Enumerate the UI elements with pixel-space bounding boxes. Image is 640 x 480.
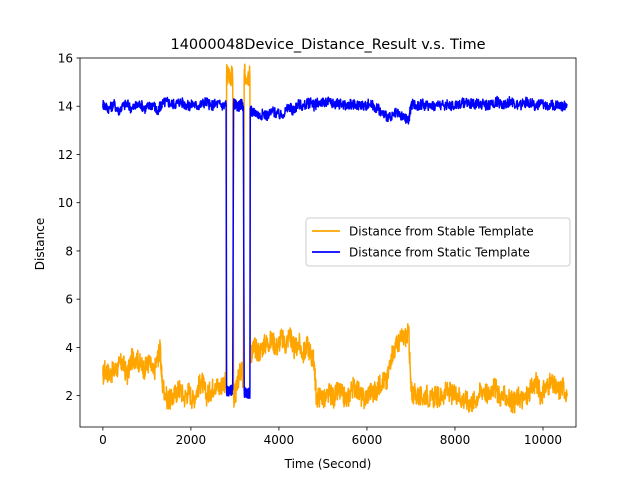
legend-box [305, 217, 571, 267]
chart-title: 14000048Device_Distance_Result v.s. Time [170, 37, 485, 53]
y-tick-label: 6 [65, 293, 73, 307]
legend-label-1: Distance from Stable Template [349, 225, 534, 239]
series-line-1 [102, 63, 568, 414]
x-axis-label: Time (Second) [284, 457, 372, 471]
y-tick-label: 14 [58, 100, 73, 114]
series-line-2 [102, 95, 568, 400]
y-axis-label: Distance [33, 218, 47, 270]
legend-label-2: Distance from Static Template [349, 246, 530, 260]
x-tick-label: 2000 [176, 433, 207, 447]
y-tick-label: 8 [65, 244, 73, 258]
x-tick-label: 8000 [440, 433, 471, 447]
y-tick-label: 12 [58, 148, 73, 162]
x-tick-label: 4000 [264, 433, 295, 447]
x-tick-label: 0 [99, 433, 107, 447]
y-tick-label: 10 [58, 196, 73, 210]
y-tick-label: 16 [58, 52, 73, 66]
x-tick-label: 6000 [352, 433, 383, 447]
x-tick-label: 10000 [524, 433, 562, 447]
y-tick-label: 4 [65, 341, 73, 355]
y-tick-label: 2 [65, 389, 73, 403]
plot-area: 0 2000 4000 6000 8000 10000 2 4 6 8 10 12 14 16 Distan… [58, 52, 577, 447]
plot-frame [79, 57, 577, 428]
